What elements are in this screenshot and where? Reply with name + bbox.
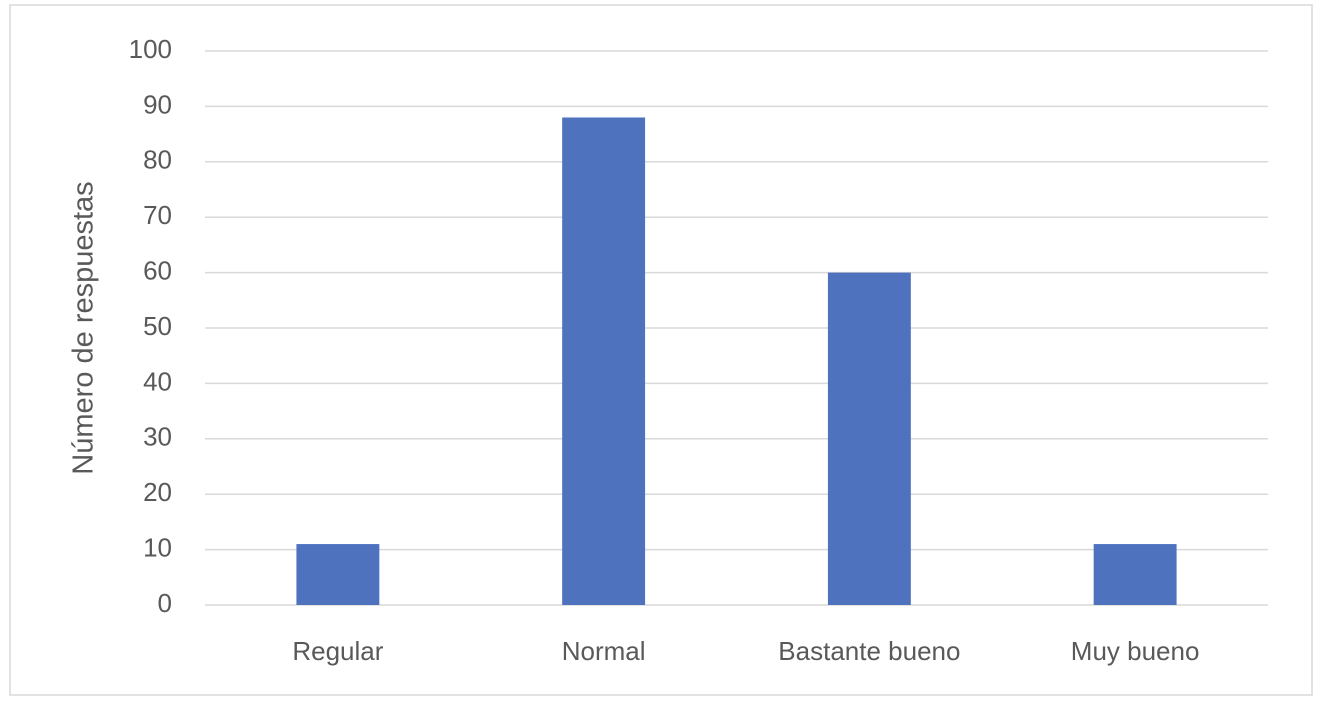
- x-tick-label: Normal: [562, 636, 646, 666]
- bar: [562, 117, 646, 605]
- bar: [1093, 544, 1177, 605]
- bar: [296, 544, 380, 605]
- y-tick-label: 30: [143, 422, 172, 452]
- y-tick-label: 80: [143, 145, 172, 175]
- y-tick-label: 60: [143, 255, 172, 285]
- bar: [827, 272, 911, 605]
- x-tick-label: Bastante bueno: [778, 636, 960, 666]
- y-tick-label: 90: [143, 89, 172, 119]
- y-tick-label: 70: [143, 200, 172, 230]
- y-tick-label: 0: [158, 588, 172, 618]
- x-tick-label: Muy bueno: [1071, 636, 1200, 666]
- y-tick-label: 20: [143, 477, 172, 507]
- y-axis-label: Número de respuestas: [68, 181, 100, 474]
- x-tick-label: Regular: [292, 636, 383, 666]
- y-tick-label: 50: [143, 311, 172, 341]
- y-tick-label: 40: [143, 366, 172, 396]
- y-tick-label: 100: [129, 34, 172, 64]
- y-tick-label: 10: [143, 532, 172, 562]
